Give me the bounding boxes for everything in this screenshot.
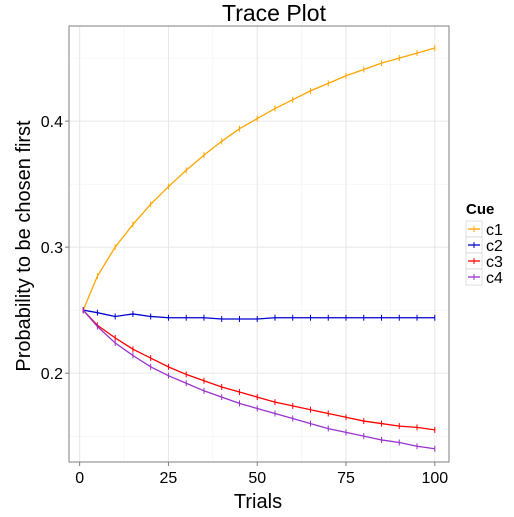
x-tick-label: 0 bbox=[75, 470, 84, 487]
y-tick-label: 0.2 bbox=[41, 366, 63, 383]
x-tick-label: 25 bbox=[160, 470, 178, 487]
y-tick-label: 0.4 bbox=[41, 114, 63, 131]
legend-label-c1: c1 bbox=[486, 222, 503, 239]
x-tick-label: 100 bbox=[421, 470, 448, 487]
y-tick-label: 0.3 bbox=[41, 240, 63, 257]
series-lines bbox=[82, 45, 436, 452]
legend-label-c4: c4 bbox=[486, 270, 503, 287]
plot-border bbox=[68, 25, 450, 463]
x-axis-ticks: 0 25 50 75 100 bbox=[75, 462, 448, 487]
chart-title: Trace Plot bbox=[222, 0, 327, 26]
y-axis-ticks: 0.2 0.3 0.4 bbox=[41, 114, 69, 383]
x-tick-label: 50 bbox=[248, 470, 266, 487]
gridlines bbox=[69, 26, 449, 462]
x-tick-label: 75 bbox=[337, 470, 355, 487]
plot-panel bbox=[69, 26, 449, 462]
x-axis-label: Trials bbox=[234, 491, 282, 513]
legend-label-c3: c3 bbox=[486, 254, 503, 271]
y-axis-label: Probability to be chosen first bbox=[13, 120, 35, 372]
legend-title: Cue bbox=[466, 201, 494, 218]
legend-label-c2: c2 bbox=[486, 238, 503, 255]
